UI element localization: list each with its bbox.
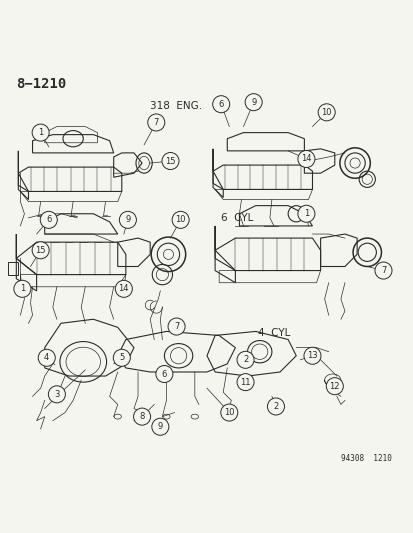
Circle shape	[297, 205, 314, 222]
Text: 6: 6	[218, 100, 223, 109]
Circle shape	[237, 351, 254, 368]
Text: 12: 12	[329, 382, 339, 391]
Text: 14: 14	[118, 284, 129, 293]
Text: 9: 9	[157, 422, 163, 431]
Text: 318  ENG.: 318 ENG.	[150, 101, 202, 111]
Circle shape	[267, 398, 284, 415]
Text: 1: 1	[38, 128, 43, 137]
Circle shape	[32, 124, 49, 141]
Circle shape	[303, 347, 320, 364]
Circle shape	[161, 152, 178, 169]
Circle shape	[212, 96, 229, 113]
Text: 9: 9	[250, 98, 256, 107]
Circle shape	[48, 386, 65, 403]
Circle shape	[244, 94, 261, 111]
Text: 7: 7	[380, 266, 385, 275]
Circle shape	[133, 408, 150, 425]
Circle shape	[38, 349, 55, 366]
Text: 94308  1210: 94308 1210	[340, 454, 391, 463]
Text: 13: 13	[306, 351, 317, 360]
Text: 2: 2	[273, 402, 278, 411]
Text: 6: 6	[46, 215, 51, 224]
Text: 5: 5	[119, 353, 124, 362]
Circle shape	[147, 114, 164, 131]
Text: 11: 11	[240, 377, 250, 386]
Circle shape	[14, 280, 31, 297]
Circle shape	[374, 262, 391, 279]
Text: 15: 15	[36, 246, 46, 255]
Text: 3: 3	[54, 390, 59, 399]
Circle shape	[119, 211, 136, 228]
Text: 8−1210: 8−1210	[16, 77, 66, 91]
Text: 6  CYL: 6 CYL	[221, 213, 253, 223]
Circle shape	[40, 211, 57, 228]
Circle shape	[318, 104, 335, 121]
Text: 10: 10	[223, 408, 234, 417]
Text: 1: 1	[20, 284, 25, 293]
Text: 10: 10	[320, 108, 331, 117]
Text: 2: 2	[242, 356, 247, 365]
Circle shape	[32, 242, 49, 259]
Circle shape	[168, 318, 185, 335]
Text: 10: 10	[175, 215, 185, 224]
Circle shape	[220, 404, 237, 421]
Text: 9: 9	[125, 215, 130, 224]
Text: 14: 14	[300, 155, 311, 164]
Circle shape	[113, 349, 130, 366]
Text: 8: 8	[139, 412, 145, 421]
Text: 7: 7	[173, 322, 179, 331]
Circle shape	[156, 366, 173, 383]
Text: 1: 1	[303, 209, 308, 218]
Text: 4  CYL: 4 CYL	[257, 328, 290, 338]
Circle shape	[325, 378, 342, 395]
Circle shape	[237, 374, 254, 391]
Circle shape	[152, 418, 169, 435]
Text: 15: 15	[165, 157, 175, 166]
Text: 6: 6	[161, 369, 167, 378]
Text: 7: 7	[153, 118, 159, 127]
Text: 4: 4	[44, 353, 49, 362]
Circle shape	[172, 211, 189, 228]
Circle shape	[297, 150, 314, 167]
Bar	[8, 262, 18, 274]
Circle shape	[115, 280, 132, 297]
